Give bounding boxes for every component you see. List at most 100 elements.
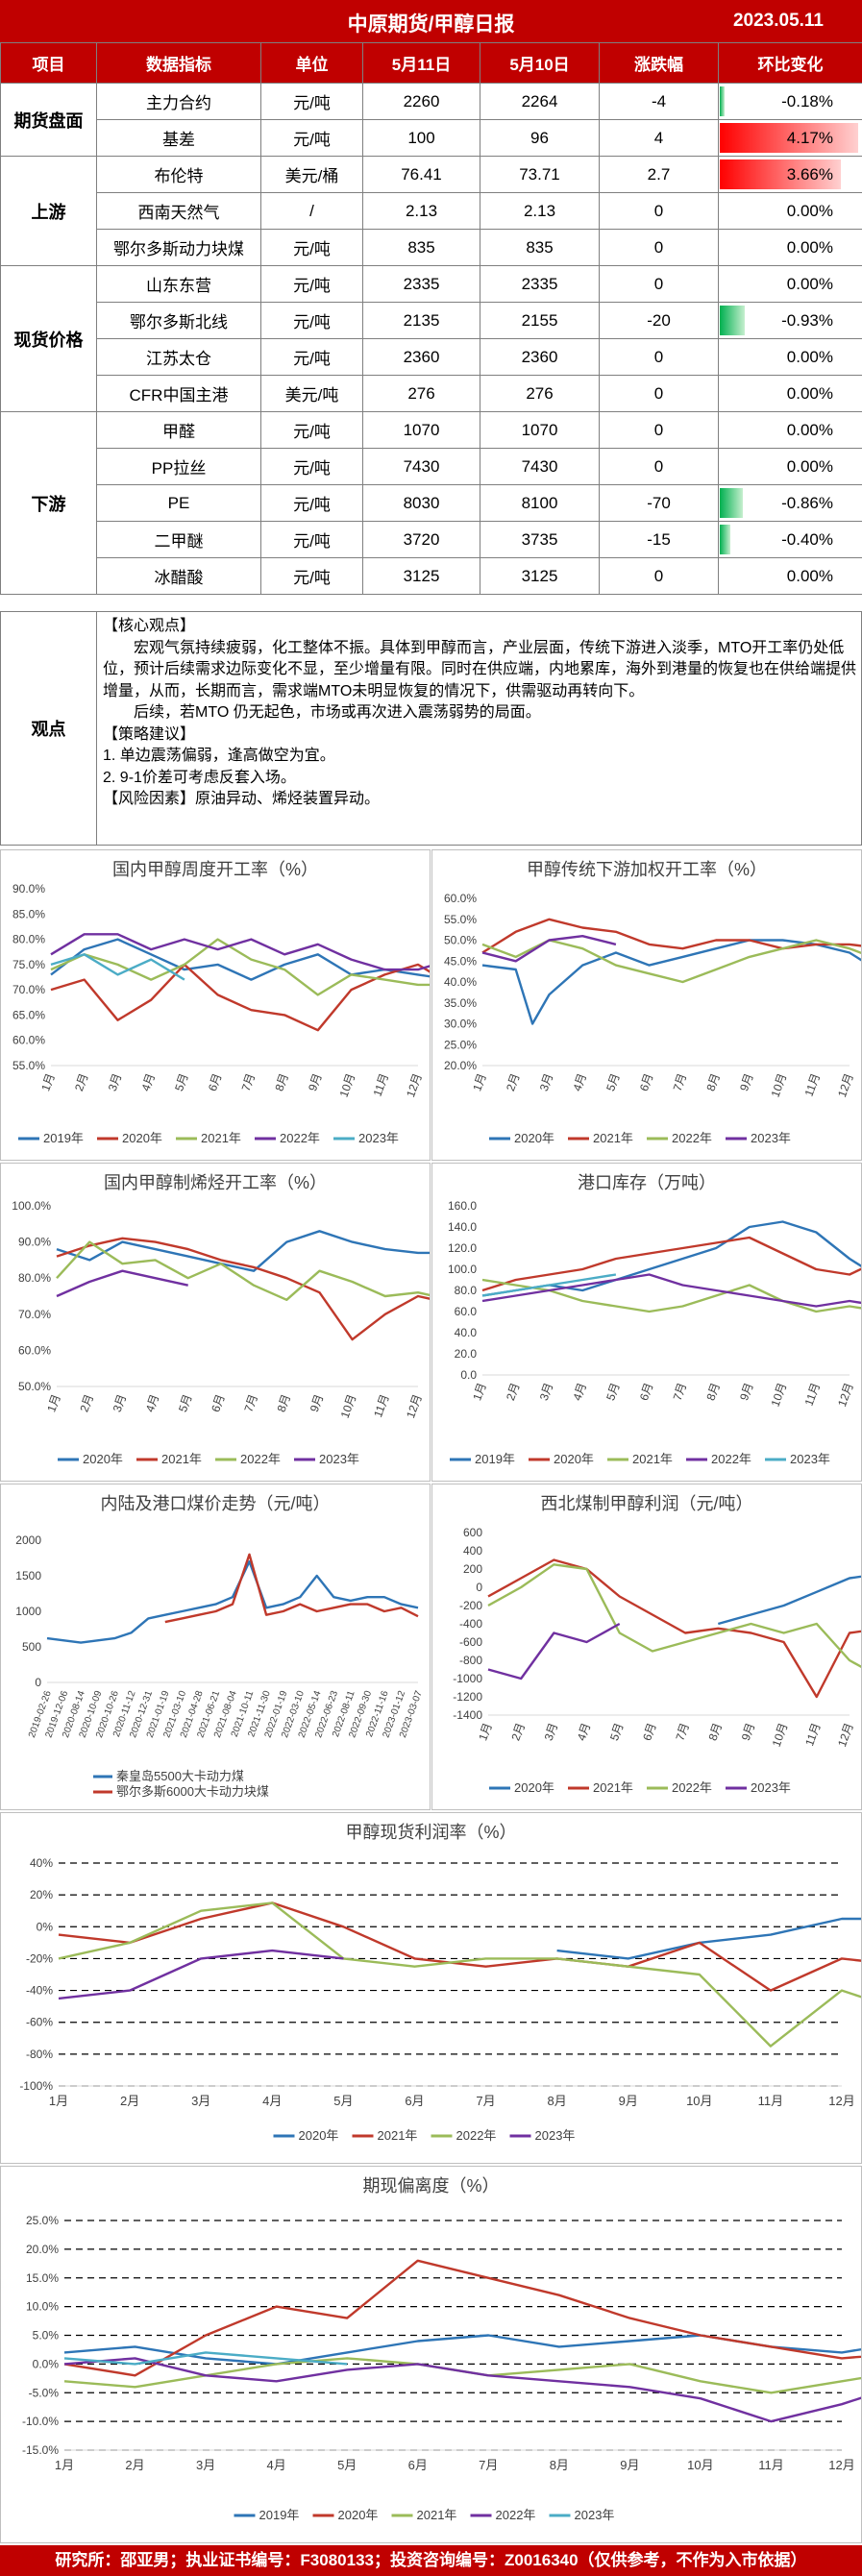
table-row: 二甲醚 元/吨 3720 3735 -15 -0.40% xyxy=(1,521,862,558)
indicator-cell: 二甲醚 xyxy=(96,521,261,558)
series-line xyxy=(556,1917,861,1960)
series-line xyxy=(487,1563,861,1669)
y-tick-label: 20.0% xyxy=(444,1059,477,1072)
risk-factors: 【风险因素】原油异动、烯烃装置异动。 xyxy=(103,791,381,807)
x-tick-label: 12月 xyxy=(828,2458,854,2472)
table-row: 冰醋酸 元/吨 3125 3125 0 0.00% xyxy=(1,557,862,595)
indicator-cell: 布伦特 xyxy=(96,156,261,193)
report-date: 2023.05.11 xyxy=(732,11,824,31)
pct-change-cell: -0.40% xyxy=(718,521,862,558)
x-tick-label: 11月 xyxy=(802,1071,824,1098)
x-tick-label: 5月 xyxy=(603,1381,623,1402)
x-tick-label: 7月 xyxy=(671,1071,690,1092)
y-tick-label: -1000 xyxy=(453,1672,482,1685)
table-row: CFR中国主港 美元/吨 276 276 0 0.00% xyxy=(1,375,862,412)
series-line xyxy=(487,1558,861,1699)
legend-label: 2022年 xyxy=(240,1452,281,1466)
legend-label: 2022年 xyxy=(496,2508,536,2522)
x-tick-label: 1月 xyxy=(49,2094,68,2108)
group-label: 上游 xyxy=(0,156,97,266)
table-row: 鄂尔多斯北线 元/吨 2135 2155 -20 -0.93% xyxy=(1,302,862,339)
x-tick-label: 5月 xyxy=(172,1071,191,1092)
current-value-cell: 3720 xyxy=(362,521,480,558)
core-paragraph-2: 后续，若MTO 仍无起色，市场或再次进入震荡弱势的局面。 xyxy=(134,704,541,721)
previous-value-cell: 2264 xyxy=(480,83,600,120)
previous-value-cell: 3125 xyxy=(480,557,600,595)
table-row: PP拉丝 元/吨 7430 7430 0 0.00% xyxy=(1,448,862,485)
change-cell: -15 xyxy=(599,521,719,558)
chart-title: 港口库存（万吨） xyxy=(578,1173,716,1192)
y-tick-label: -10.0% xyxy=(22,2415,59,2428)
legend-label: 2019年 xyxy=(43,1131,84,1145)
x-tick-label: 10月 xyxy=(769,1381,790,1409)
chart-coal-price: 内陆及港口煤价走势（元/吨） 2000 1500 1000 500 0 2019-02-26… xyxy=(0,1484,431,1810)
y-tick-label: 500 xyxy=(22,1640,41,1654)
previous-value-cell: 1070 xyxy=(480,411,600,449)
series-line xyxy=(58,1949,344,2000)
y-tick-label: -5.0% xyxy=(29,2386,60,2399)
x-tick-label: 12月 xyxy=(835,1721,856,1749)
decrease-bar xyxy=(720,306,745,335)
x-tick-label: 1月 xyxy=(44,1392,63,1413)
x-tick-label: 8月 xyxy=(703,1071,723,1092)
y-tick-label: 60.0% xyxy=(18,1343,51,1357)
change-cell: -4 xyxy=(599,83,719,120)
y-tick-label: 45.0% xyxy=(444,954,477,968)
previous-value-cell: 835 xyxy=(480,229,600,266)
x-tick-label: 10月 xyxy=(769,1071,790,1099)
y-tick-label: -800 xyxy=(459,1654,482,1667)
strategy-title: 【策略建议】 xyxy=(103,725,196,743)
indicator-cell: 鄂尔多斯动力块煤 xyxy=(96,229,261,266)
indicator-cell: 冰醋酸 xyxy=(96,557,261,595)
table-row: 西南天然气/2.13 2.13 0 0.00% xyxy=(1,192,862,230)
table-row: 期货盘面 主力合约 元/吨 2260 2264 -4 -0.18% xyxy=(0,83,862,157)
x-tick-label: 8月 xyxy=(548,2094,567,2108)
indicator-cell: 山东东营 xyxy=(96,265,261,303)
x-tick-label: 6月 xyxy=(640,1721,659,1742)
chart-title: 甲醇传统下游加权开工率（%） xyxy=(527,860,767,879)
change-cell: 0 xyxy=(599,229,719,266)
series-line xyxy=(63,2334,861,2366)
table-header-row: 项目 数据指标 单位 5月11日 5月10日 涨跌幅 环比变化 xyxy=(0,42,862,84)
pct-change-value: 0.00% xyxy=(786,566,833,585)
legend-label: 2021年 xyxy=(632,1452,673,1466)
unit-cell: 元/吨 xyxy=(260,557,363,595)
y-tick-label: 15.0% xyxy=(26,2271,59,2285)
x-tick-label: 8月 xyxy=(703,1381,723,1402)
series-line xyxy=(56,1230,430,1272)
pct-change-cell: 0.00% xyxy=(718,375,862,412)
x-tick-label: 5月 xyxy=(176,1392,195,1413)
legend-label: 2021年 xyxy=(201,1131,241,1145)
x-tick-label: 11月 xyxy=(371,1392,392,1419)
series-line xyxy=(56,1237,430,1341)
legend-label: 2021年 xyxy=(161,1452,202,1466)
x-tick-label: 12月 xyxy=(828,2094,854,2108)
indicator-cell: CFR中国主港 xyxy=(96,375,261,412)
x-tick-label: 12月 xyxy=(404,1392,425,1420)
y-tick-label: -100% xyxy=(19,2079,53,2093)
previous-value-cell: 2.13 xyxy=(480,192,600,230)
series-line xyxy=(58,1901,861,1992)
chart-title: 国内甲醇制烯烃开工率（%） xyxy=(104,1173,327,1192)
legend-label: 2023年 xyxy=(319,1452,359,1466)
y-tick-label: -200 xyxy=(459,1599,482,1612)
series-line xyxy=(46,1559,419,1644)
x-tick-label: 3月 xyxy=(542,1721,561,1742)
x-tick-label: 10月 xyxy=(338,1392,359,1420)
indicator-cell: 鄂尔多斯北线 xyxy=(96,302,261,339)
series-line xyxy=(487,1622,621,1681)
strategy-2: 2. 9-1价差可考虑反套入场。 xyxy=(103,769,296,786)
y-tick-label: 0.0% xyxy=(33,2357,60,2370)
column-header: 5月11日 xyxy=(362,42,480,84)
x-tick-label: 9月 xyxy=(737,1381,756,1402)
pct-change-value: -0.93% xyxy=(781,310,833,330)
pct-change-value: 0.00% xyxy=(786,237,833,257)
x-tick-label: 8月 xyxy=(706,1721,726,1742)
series-line xyxy=(56,1240,430,1302)
x-tick-label: 12月 xyxy=(404,1071,425,1099)
pct-change-value: 4.17% xyxy=(786,128,833,147)
table-row: 基差 元/吨 100 96 4 4.17% xyxy=(1,119,862,157)
x-tick-label: 4月 xyxy=(575,1721,594,1742)
x-tick-label: 9月 xyxy=(737,1071,756,1092)
legend-label: 2022年 xyxy=(672,1780,712,1795)
